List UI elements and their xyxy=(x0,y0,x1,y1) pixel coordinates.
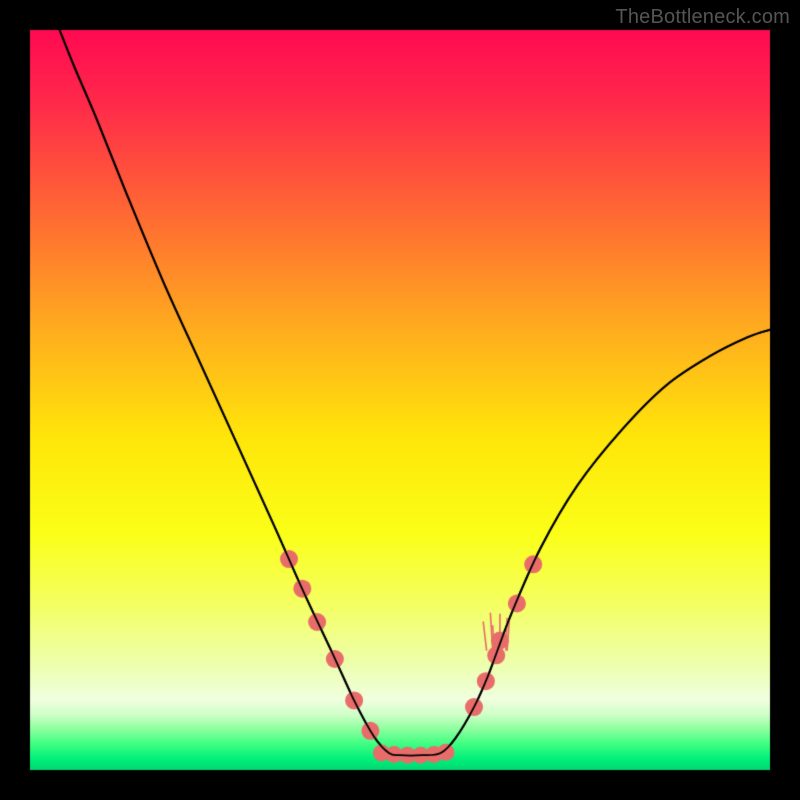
bottleneck-curve-chart xyxy=(0,0,800,800)
chart-stage: TheBottleneck.com xyxy=(0,0,800,800)
